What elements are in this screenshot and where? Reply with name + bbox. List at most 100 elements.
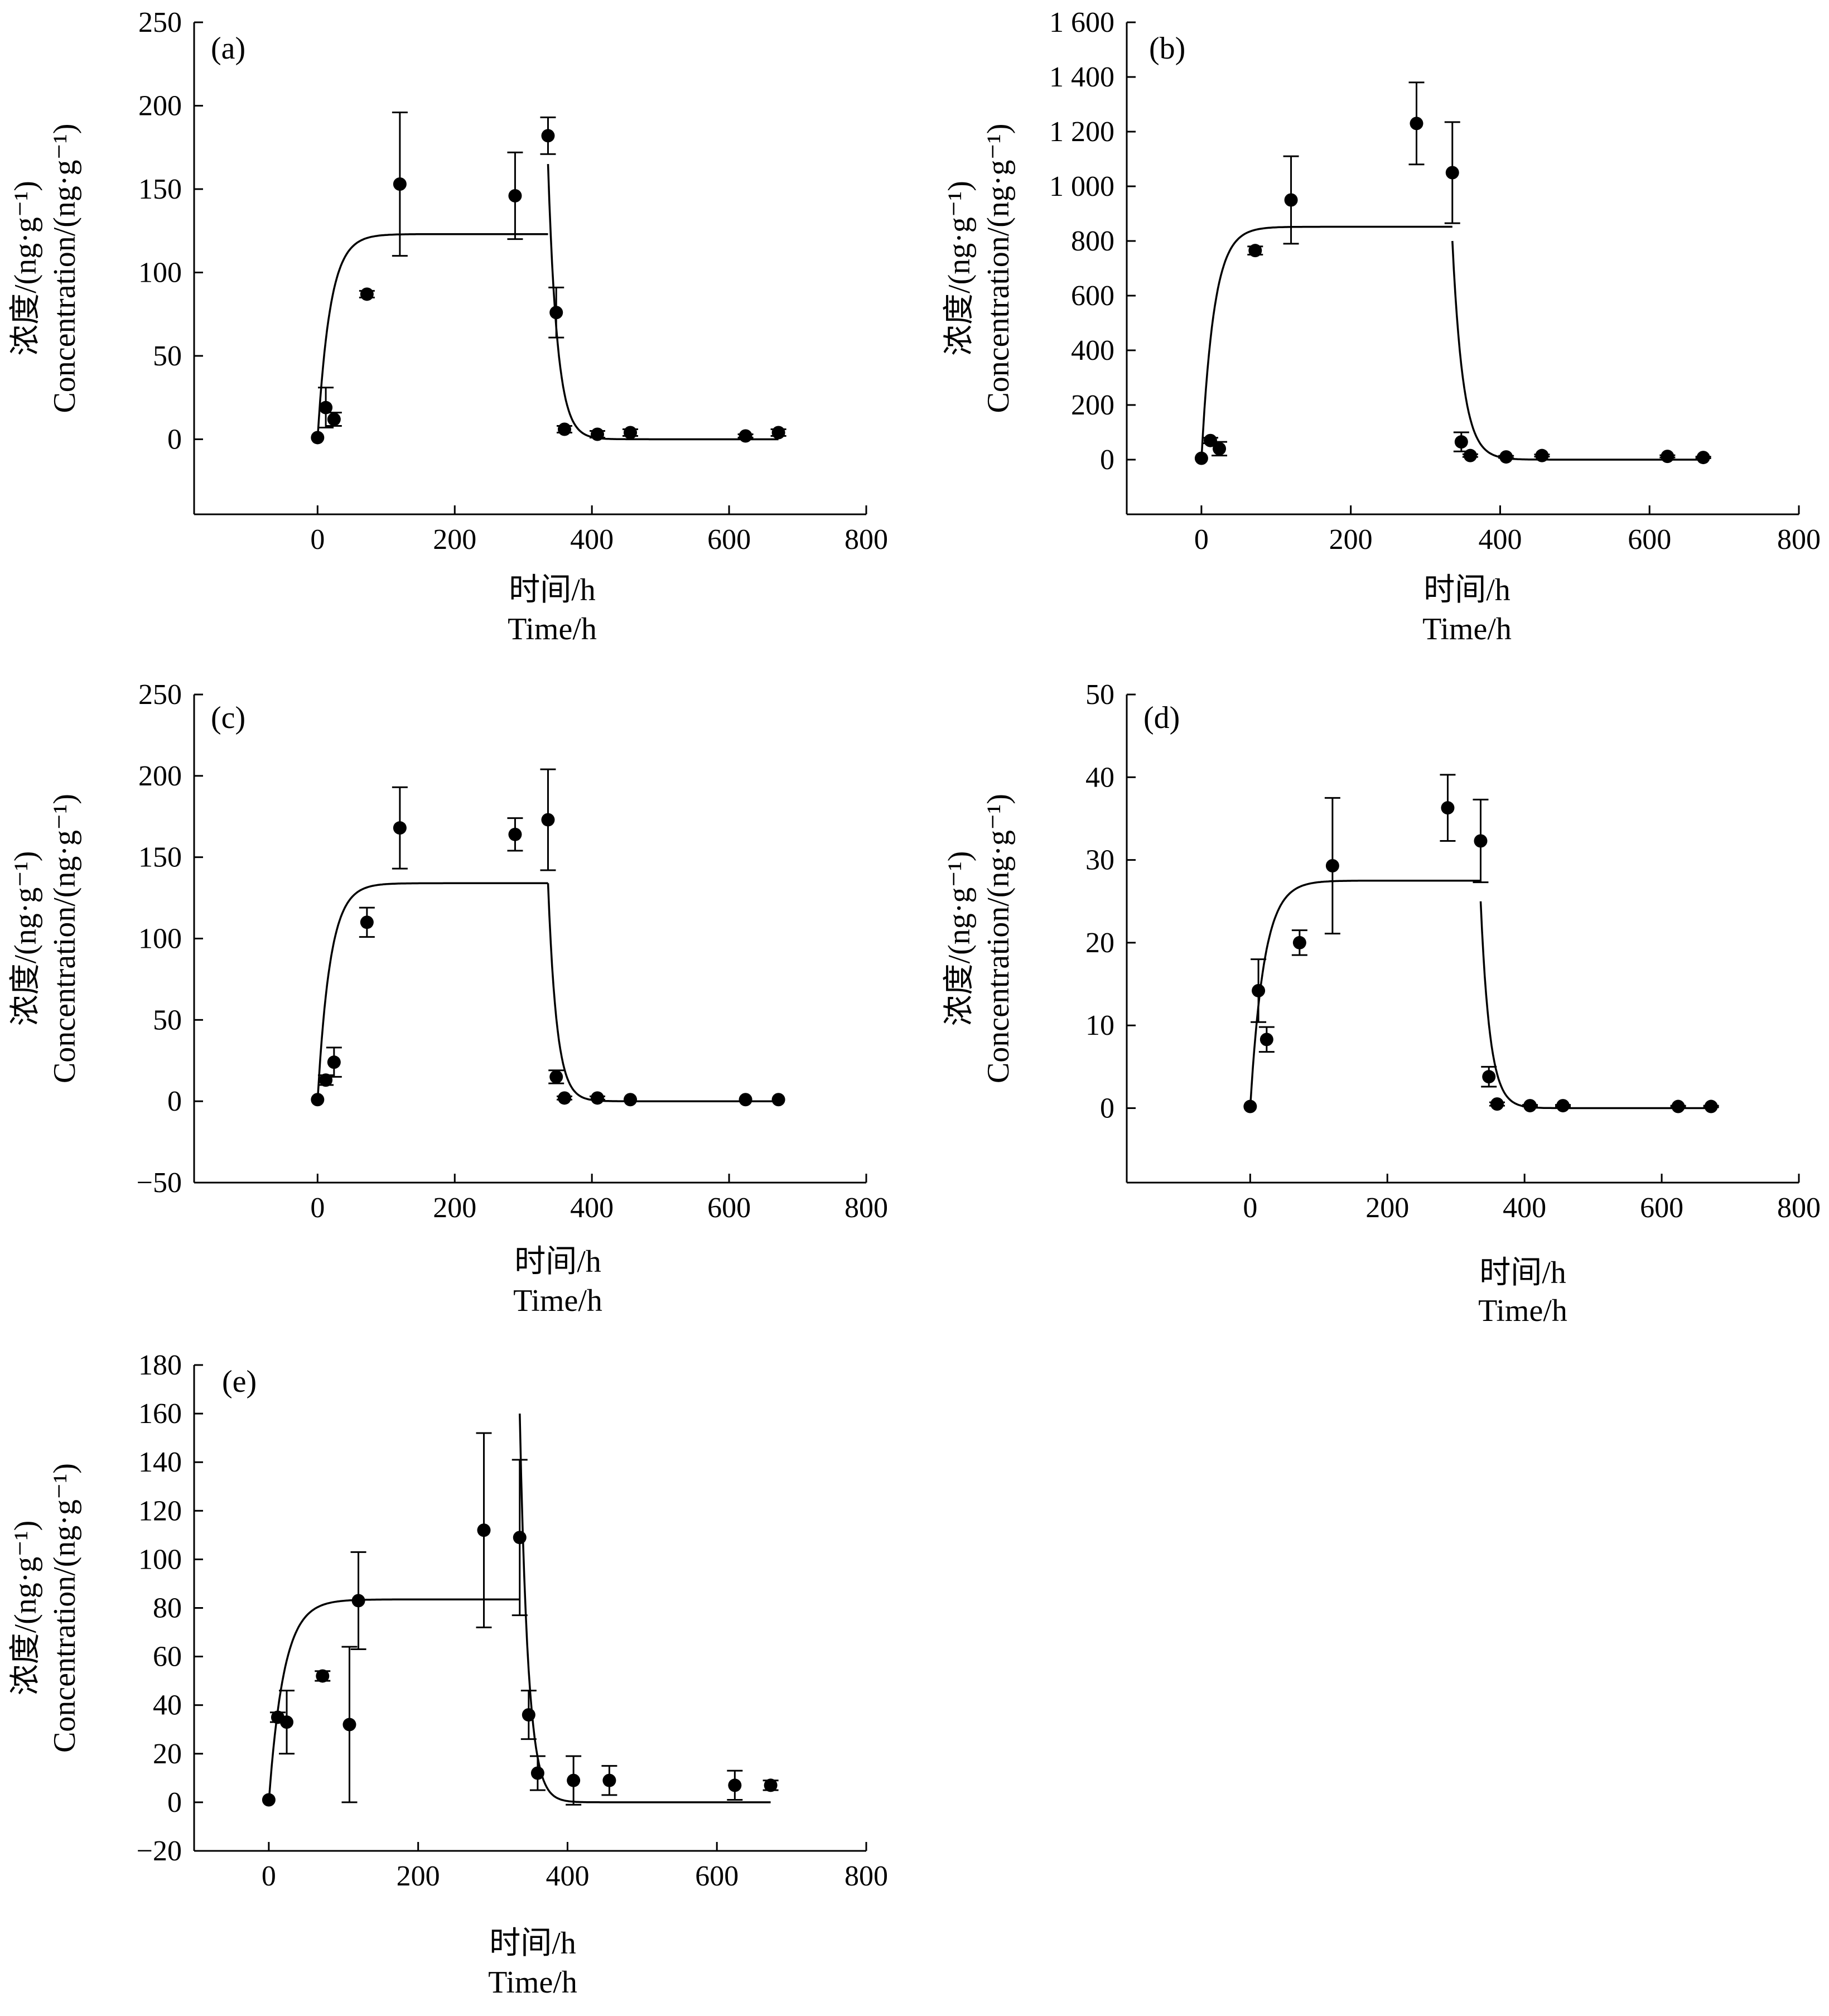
x-axis-title-cn: 时间/h xyxy=(1423,573,1511,607)
x-tick-label: 400 xyxy=(1478,524,1522,556)
data-point xyxy=(1523,1099,1537,1113)
y-tick-label: 180 xyxy=(138,1349,182,1381)
y-tick-label: 400 xyxy=(1071,335,1114,366)
y-tick-label: 80 xyxy=(153,1593,182,1624)
x-tick-label: 800 xyxy=(1777,524,1821,556)
data-point xyxy=(1499,450,1513,464)
x-tick-label: 0 xyxy=(310,524,325,556)
data-point xyxy=(771,426,785,440)
data-point xyxy=(1556,1099,1570,1113)
x-tick-label: 800 xyxy=(844,1860,888,1892)
chart-panel: 0 200 400 600 800 1 000 1 200 1 400 1 600 0 200 400… xyxy=(942,7,1821,647)
data-point xyxy=(319,401,333,414)
y-tick-label: 150 xyxy=(138,173,182,205)
chart-panel: −50 0 50 100 150 200 250 0 200 400 600 800 (c) 时间/h Ti… xyxy=(8,679,888,1318)
panel-label: (e) xyxy=(222,1364,257,1399)
x-axis-title-en: Time/h xyxy=(1422,612,1512,647)
y-axis-title-cn: 浓度/(ng·g⁻¹) xyxy=(8,851,43,1026)
y-tick-label: 800 xyxy=(1071,225,1114,257)
y-tick-label: 30 xyxy=(1085,845,1114,876)
y-tick-label: 50 xyxy=(153,1004,182,1036)
data-point xyxy=(342,1718,356,1732)
data-point xyxy=(1490,1097,1504,1111)
y-tick-label: 20 xyxy=(1085,927,1114,959)
x-tick-label: 200 xyxy=(433,524,476,556)
x-tick-label: 200 xyxy=(1365,1192,1409,1224)
x-tick-label: 0 xyxy=(1243,1192,1257,1224)
y-axis-title-cn: 浓度/(ng·g⁻¹) xyxy=(8,181,43,356)
data-point xyxy=(477,1523,491,1537)
x-axis-title-en: Time/h xyxy=(513,1284,602,1318)
data-point xyxy=(764,1778,778,1792)
data-point xyxy=(557,1091,571,1105)
x-tick-label: 200 xyxy=(397,1860,440,1892)
data-point xyxy=(351,1594,365,1608)
x-axis-title-cn: 时间/h xyxy=(509,573,596,607)
data-point xyxy=(1325,859,1339,872)
data-point xyxy=(522,1708,535,1722)
data-point xyxy=(1704,1099,1718,1113)
y-tick-label: 250 xyxy=(138,7,182,38)
y-tick-label: 60 xyxy=(153,1641,182,1673)
data-point xyxy=(739,1093,752,1107)
y-axis-title-en: Concentration/(ng·g⁻¹) xyxy=(981,794,1016,1083)
data-point xyxy=(1696,451,1710,465)
y-tick-label: 160 xyxy=(138,1398,182,1430)
uptake-fit-curve xyxy=(316,882,548,1102)
y-tick-label: 40 xyxy=(1085,761,1114,793)
x-tick-label: 600 xyxy=(707,1192,751,1224)
x-tick-label: 400 xyxy=(1503,1192,1546,1224)
y-axis-title-en: Concentration/(ng·g⁻¹) xyxy=(981,123,1016,413)
panel-label: (a) xyxy=(211,31,245,66)
x-tick-label: 0 xyxy=(310,1192,325,1224)
y-tick-label: 50 xyxy=(1085,679,1114,711)
y-tick-label: 140 xyxy=(138,1446,182,1478)
x-axis-title-en: Time/h xyxy=(488,1965,577,2000)
y-tick-label: 100 xyxy=(138,1544,182,1575)
uptake-fit-curve xyxy=(316,233,548,440)
x-axis-title-en: Time/h xyxy=(508,612,597,647)
x-tick-label: 800 xyxy=(1777,1192,1821,1224)
data-point xyxy=(1252,983,1266,997)
y-axis-title-cn: 浓度/(ng·g⁻¹) xyxy=(942,181,977,356)
y-tick-label: 10 xyxy=(1085,1010,1114,1041)
data-point xyxy=(1661,450,1674,464)
x-tick-label: 400 xyxy=(570,524,614,556)
data-point xyxy=(327,412,341,426)
y-tick-label: 600 xyxy=(1071,280,1114,312)
data-point xyxy=(1243,1099,1257,1113)
y-axis-title-en: Concentration/(ng·g⁻¹) xyxy=(47,794,82,1083)
data-point xyxy=(557,422,571,436)
data-point xyxy=(549,1070,563,1084)
data-point xyxy=(1535,448,1549,462)
data-point xyxy=(771,1093,785,1107)
uptake-fit-curve xyxy=(268,1598,520,1803)
x-tick-label: 800 xyxy=(844,524,888,556)
x-tick-label: 600 xyxy=(1640,1192,1683,1224)
data-point xyxy=(1248,244,1262,258)
data-point xyxy=(1445,166,1459,180)
data-point xyxy=(327,1055,341,1069)
y-tick-label: 20 xyxy=(153,1738,182,1770)
x-axis-title-cn: 时间/h xyxy=(489,1926,576,1961)
y-axis-title-en: Concentration/(ng·g⁻¹) xyxy=(47,1463,82,1753)
y-tick-label: 250 xyxy=(138,679,182,711)
data-point xyxy=(393,177,407,191)
y-tick-label: 1 000 xyxy=(1049,171,1114,202)
x-tick-label: 0 xyxy=(262,1860,276,1892)
depuration-fit-curve xyxy=(1451,240,1703,461)
y-tick-label: 100 xyxy=(138,923,182,955)
data-point xyxy=(1482,1070,1496,1084)
data-point xyxy=(549,306,563,320)
panel-label: (b) xyxy=(1149,31,1185,66)
data-point xyxy=(513,1531,527,1545)
y-axis-title-cn: 浓度/(ng·g⁻¹) xyxy=(942,851,977,1026)
x-tick-label: 200 xyxy=(1329,524,1373,556)
data-point xyxy=(311,1093,325,1107)
x-tick-label: 600 xyxy=(1628,524,1671,556)
data-point xyxy=(360,287,374,301)
chart-panel: 0 10 20 30 40 50 0 200 400 600 800 (d) 时间/h Time/h 浓度/… xyxy=(942,679,1821,1328)
y-tick-label: 50 xyxy=(153,340,182,372)
y-tick-label: −50 xyxy=(137,1167,182,1199)
data-point xyxy=(541,813,555,827)
